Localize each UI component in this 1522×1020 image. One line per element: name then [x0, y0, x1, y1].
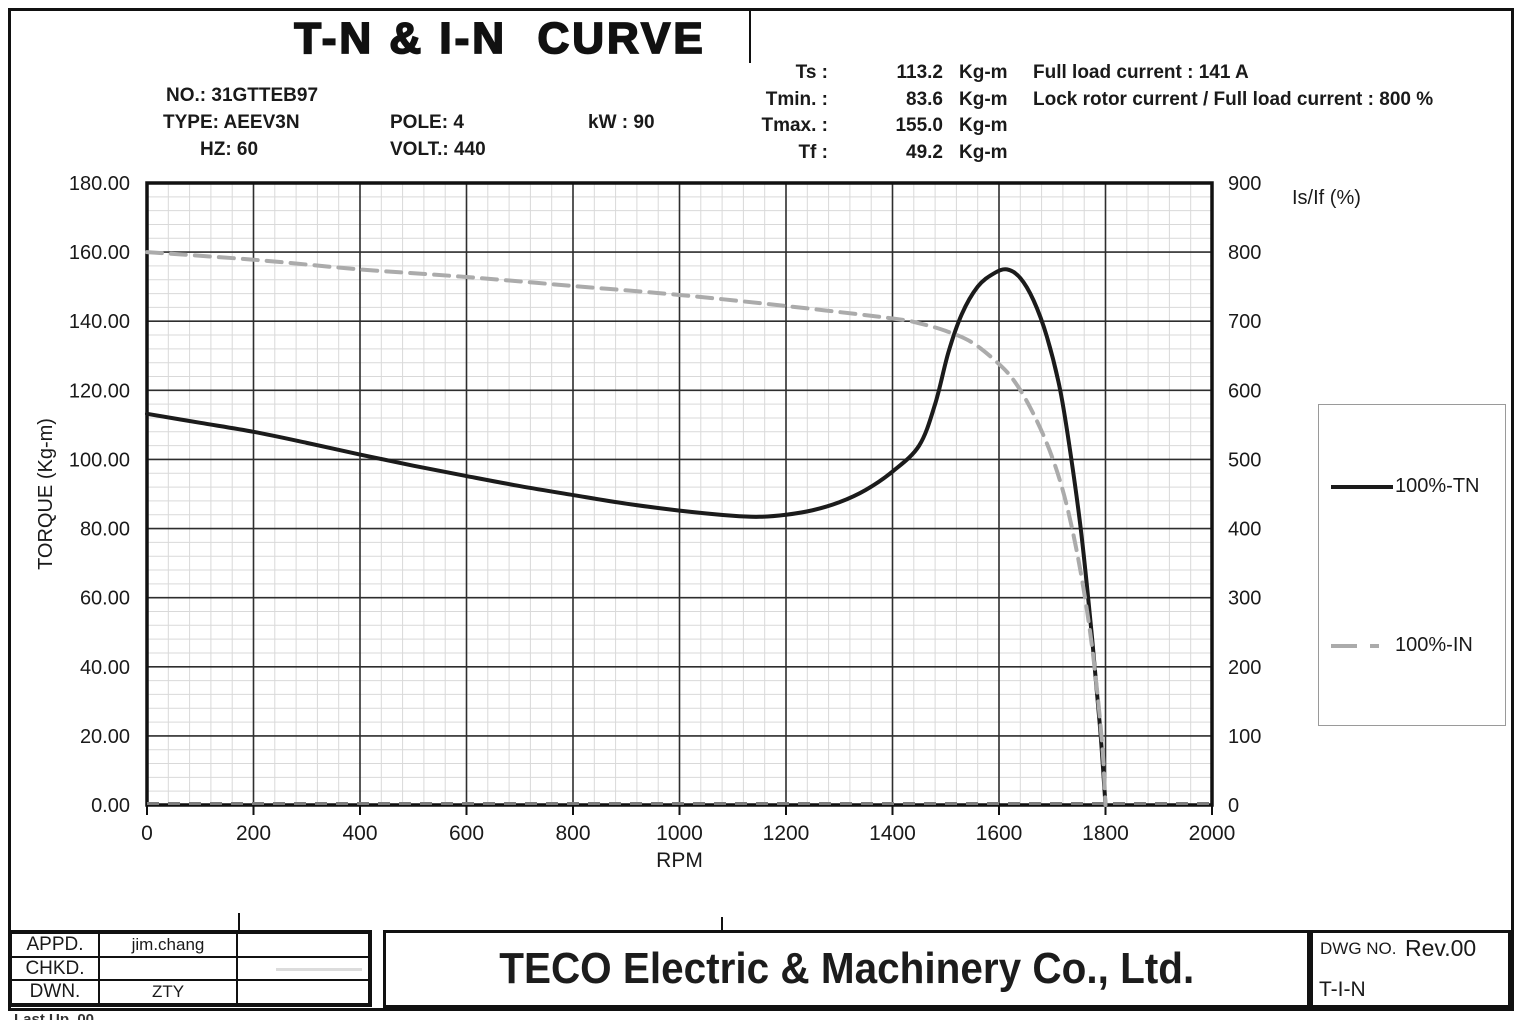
y-right-tick-label: 0 — [1228, 795, 1239, 817]
x-tick-label: 400 — [342, 822, 377, 845]
spec-type: TYPE: AEEV3N — [163, 112, 300, 133]
template-stub-left — [238, 913, 240, 930]
x-tick-label: 1600 — [976, 822, 1023, 845]
company-box: TECO Electric & Machinery Co., Ltd. — [383, 930, 1310, 1008]
x-axis-title: RPM — [656, 849, 703, 872]
y-left-tick-label: 60.00 — [80, 588, 130, 610]
rating-value: 83.6 — [906, 88, 943, 110]
template-stub-center — [721, 917, 723, 930]
y-right-tick-label: 600 — [1228, 380, 1261, 402]
y-left-axis-title: TORQUE (Kg-m) — [35, 418, 57, 570]
y-left-tick-label: 160.00 — [69, 242, 130, 264]
rating-unit: Kg-m — [959, 62, 1008, 84]
ratings-table: Ts : 113.2 Kg-m Full load current : 141 … — [735, 60, 1511, 166]
spec-hz: HZ: 60 — [200, 139, 259, 160]
rating-unit: Kg-m — [959, 141, 1008, 163]
spec-pole: POLE: 4 — [390, 112, 464, 133]
curve-100%-IN — [145, 250, 1108, 807]
rating-value: 49.2 — [906, 141, 943, 163]
y-left-tick-label: 180.00 — [69, 173, 130, 195]
y-left-tick-label: 40.00 — [80, 657, 130, 679]
x-tick-label: 1800 — [1082, 822, 1129, 845]
chkd-label: CHKD. — [11, 956, 99, 981]
spec-volt: VOLT.: 440 — [390, 139, 486, 160]
dwn-value: ZTY — [99, 980, 237, 1004]
dwn-extra-cell — [237, 980, 369, 1004]
rating-label: Tf : — [798, 141, 828, 163]
spec-no: NO.: 31GTTEB97 — [166, 85, 319, 106]
y-right-tick-label: 300 — [1228, 588, 1261, 610]
y-right-tick-label: 500 — [1228, 449, 1261, 471]
y-left-tick-label: 100.00 — [69, 449, 130, 471]
y-right-tick-label: 900 — [1228, 173, 1261, 195]
dwg-no-label: DWG NO. — [1320, 939, 1397, 958]
rating-unit: Kg-m — [959, 88, 1008, 110]
lock-rotor-ratio: Lock rotor current / Full load current :… — [1033, 88, 1434, 110]
legend-label-in: 100%-IN — [1395, 634, 1473, 656]
rating-row-tmax: Tmax. : 155.0 Kg-m — [735, 113, 1511, 140]
rating-row-tmin: Tmin. : 83.6 Kg-m Lock rotor current / F… — [735, 87, 1511, 114]
rating-value: 155.0 — [895, 115, 943, 137]
rating-label: Ts : — [795, 62, 828, 84]
rating-unit: Kg-m — [959, 115, 1008, 137]
rating-label: Tmax. : — [761, 115, 828, 137]
rev-number: Rev.00 — [1405, 935, 1477, 961]
footnote-clipped: Last Up. 00 — [14, 1011, 95, 1020]
y-left-tick-label: 80.00 — [80, 519, 130, 541]
y-left-tick-label: 0.00 — [91, 795, 130, 817]
x-tick-label: 1400 — [869, 822, 916, 845]
x-tick-label: 1000 — [656, 822, 703, 845]
page-title: T-N & I-N CURVE — [293, 13, 706, 64]
y-right-tick-label: 800 — [1228, 242, 1261, 264]
x-tick-label: 2000 — [1189, 822, 1236, 845]
rating-row-tf: Tf : 49.2 Kg-m — [735, 140, 1511, 167]
x-tick-label: 800 — [555, 822, 590, 845]
chkd-value — [99, 956, 237, 981]
faint-stamp — [276, 968, 362, 972]
full-load-current: Full load current : 141 A — [1033, 62, 1249, 84]
y-right-tick-label: 100 — [1228, 726, 1261, 748]
in-line-sample — [1331, 643, 1393, 648]
rating-label: Tmin. : — [765, 88, 828, 110]
rating-value: 113.2 — [896, 62, 944, 84]
drawing-name: T-I-N — [1319, 978, 1366, 1001]
legend-entry-tn: 100%-TN — [1331, 475, 1479, 498]
title-block-divider — [749, 10, 751, 63]
sheet-border — [8, 8, 1514, 1011]
company-name: TECO Electric & Machinery Co., Ltd. — [498, 944, 1195, 993]
appd-label: APPD. — [11, 933, 99, 957]
x-tick-label: 200 — [236, 822, 271, 845]
dwn-label: DWN. — [11, 980, 99, 1004]
legend-label-tn: 100%-TN — [1395, 475, 1480, 497]
curve-100%-TN — [145, 267, 1108, 807]
x-tick-label: 600 — [449, 822, 484, 845]
y-right-tick-label: 200 — [1228, 657, 1261, 679]
y-right-tick-label: 400 — [1228, 519, 1261, 541]
approval-table: APPD. jim.chang CHKD. DWN. ZTY — [8, 930, 372, 1007]
x-tick-label: 1200 — [763, 822, 810, 845]
y-right-axis-title: Is/If (%) — [1292, 187, 1361, 209]
chkd-extra-cell — [237, 956, 369, 981]
x-tick-label: 0 — [141, 822, 153, 845]
chart-legend: 100%-TN 100%-IN — [1318, 404, 1506, 726]
y-left-tick-label: 120.00 — [69, 380, 130, 402]
legend-entry-in: 100%-IN — [1331, 634, 1473, 657]
tn-line-sample — [1331, 484, 1393, 489]
y-left-tick-label: 20.00 — [80, 726, 130, 748]
y-right-tick-label: 700 — [1228, 311, 1261, 333]
spec-kw: kW : 90 — [588, 112, 655, 133]
appd-value: jim.chang — [99, 933, 237, 957]
dwg-box: DWG NO. Rev.00 T-I-N — [1310, 930, 1511, 1008]
rating-row-ts: Ts : 113.2 Kg-m Full load current : 141 … — [735, 60, 1511, 87]
appd-extra-cell — [237, 933, 369, 957]
y-left-tick-label: 140.00 — [69, 311, 130, 333]
